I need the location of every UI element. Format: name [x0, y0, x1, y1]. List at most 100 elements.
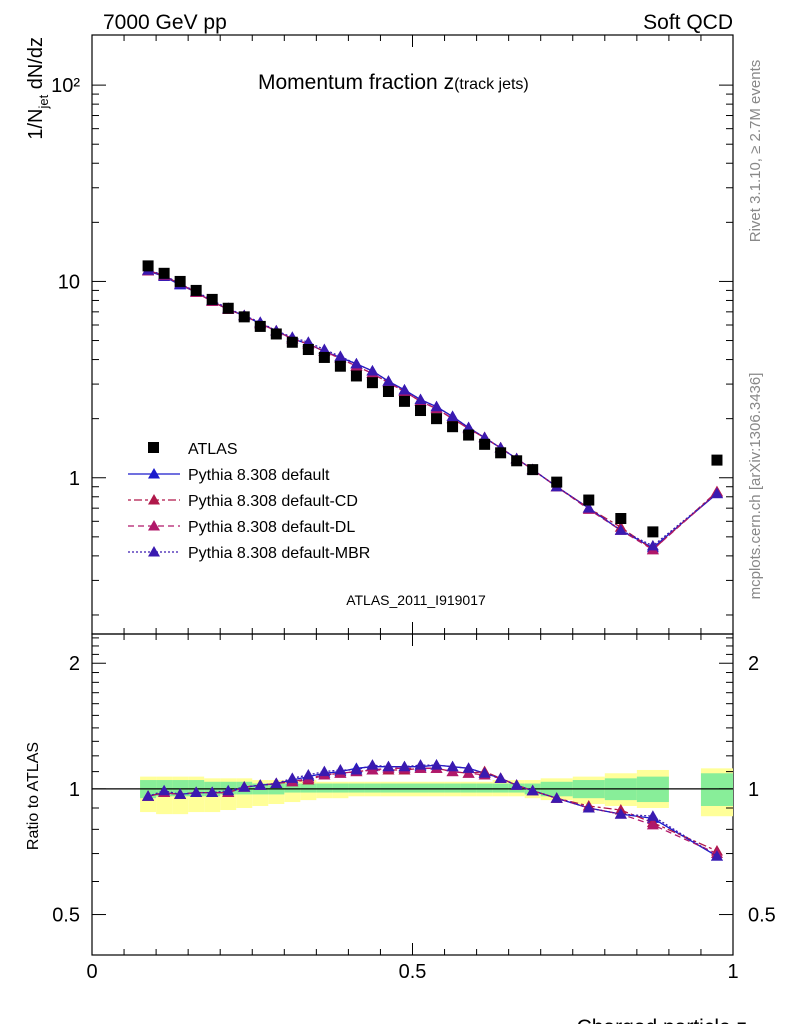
atlas-data-point [647, 526, 659, 538]
atlas-data-point [495, 447, 507, 459]
x-tick-label: 0 [86, 961, 97, 983]
mc-series-4-point [382, 375, 395, 386]
ratio-y-tick-label-right: 2 [748, 653, 759, 675]
ratio-y-tick-label-right: 0.5 [748, 905, 776, 927]
ratio-band-inner [428, 783, 445, 793]
mc-series-4-point [582, 502, 595, 513]
ratio-series-4-point [582, 801, 595, 813]
atlas-data-point [286, 336, 298, 348]
atlas-data-point [527, 464, 539, 476]
atlas-data-point [350, 370, 362, 382]
x-tick-label: 0.5 [399, 961, 427, 983]
header-right: Soft QCD [643, 11, 733, 34]
ratio-band-inner [364, 783, 381, 793]
axis-ticks: 0 0.5 1 10² 10 1 2 2 1 1 0.5 0.5 [51, 35, 776, 983]
atlas-data-point [190, 284, 202, 296]
x-tick-label: 1 [727, 961, 738, 983]
main-y-tick-label: 10 [58, 271, 80, 293]
ratio-band-inner [460, 783, 477, 793]
data-series [142, 260, 723, 861]
ratio-band-inner [380, 783, 397, 793]
ratio-band-inner [300, 783, 317, 793]
ratio-series-4-point [398, 760, 411, 772]
atlas-data-point [302, 344, 314, 356]
atlas-data-point [551, 476, 563, 488]
atlas-data-point [382, 386, 394, 398]
mc-series-4-point [446, 410, 459, 422]
header-left: 7000 GeV pp [103, 11, 227, 34]
atlas-data-point [254, 320, 266, 332]
ratio-series-4-point [366, 759, 379, 770]
atlas-data-point [238, 311, 250, 323]
ratio-y-tick-label: 0.5 [52, 905, 80, 927]
ratio-series-4-point [478, 767, 491, 778]
atlas-data-point [583, 494, 595, 506]
legend-marker-4 [148, 546, 160, 557]
mc-series-4-point [462, 421, 475, 433]
ratio-series-4-point [646, 810, 659, 821]
ratio-y-tick-label-right: 1 [748, 779, 759, 801]
rivet-version-label: Rivet 3.1.10, ≥ 2.7M events [747, 60, 764, 243]
legend-label-2: Pythia 8.308 default-CD [188, 493, 358, 510]
ratio-series-4-point [550, 792, 563, 803]
mc-series-4-point [318, 343, 331, 355]
legend-marker-3 [148, 520, 160, 531]
ratio-series-4-point [238, 781, 251, 792]
ratio-series-4-point [158, 784, 171, 796]
ratio-series-4-point [510, 779, 523, 790]
ratio-series-4-point [526, 784, 539, 796]
ratio-series-4-point [286, 772, 299, 783]
ratio-band-inner [476, 783, 493, 793]
ratio-band-inner [492, 783, 509, 793]
ratio-series-4-point [222, 784, 235, 796]
atlas-data-point [711, 454, 723, 466]
ratio-series-4-point [334, 763, 347, 775]
ratio-band-inner [348, 783, 365, 793]
mc-series-4-point [646, 539, 659, 551]
legend: ATLAS Pythia 8.308 default Pythia 8.308 de… [128, 441, 370, 562]
ratio-series-4-point [462, 762, 475, 773]
ratio-band-inner [316, 783, 333, 793]
legend-label-0: ATLAS [188, 441, 238, 458]
ratio-y-axis-label: Ratio to ATLAS [25, 742, 42, 850]
ratio-series-4-point [446, 760, 459, 772]
mc-series-4-point [614, 524, 627, 535]
chart-title: Momentum fraction z(track jets) [258, 71, 529, 94]
ratio-uncertainty-bands [92, 768, 733, 817]
atlas-data-point [206, 293, 218, 305]
ratio-series-4-point [710, 850, 723, 861]
ratio-band-inner [332, 783, 349, 793]
ratio-series-4-point [494, 772, 507, 783]
mc-series-4-point [334, 350, 347, 361]
atlas-data-point [463, 429, 475, 441]
mc-series-4-point [414, 393, 427, 405]
legend-label-4: Pythia 8.308 default-MBR [188, 545, 370, 562]
legend-marker-atlas [148, 442, 159, 453]
atlas-data-point [318, 351, 330, 363]
ratio-series-4-point [174, 788, 187, 799]
ratio-series-4-point [414, 759, 427, 770]
atlas-data-point [415, 405, 427, 417]
atlas-data-point [479, 438, 491, 450]
atlas-data-point [334, 360, 346, 372]
atlas-data-point [222, 302, 234, 314]
ratio-series-4-point [302, 768, 315, 780]
ratio-band-inner [444, 783, 461, 793]
ratio-series-4-point [142, 790, 155, 801]
atlas-data-point [431, 413, 443, 425]
ratio-band-inner [172, 780, 189, 797]
mcplots-label: mcplots.cern.ch [arXiv:1306.3436] [747, 373, 764, 600]
legend-marker-1 [148, 468, 160, 479]
main-y-tick-label: 10² [51, 75, 80, 97]
ratio-series-4-point [318, 765, 331, 777]
ratio-series-4-point [254, 779, 267, 790]
atlas-data-point [366, 377, 378, 389]
ratio-series-4-point [206, 786, 219, 798]
atlas-data-point [142, 260, 154, 272]
ratio-y-tick-label: 2 [69, 653, 80, 675]
atlas-data-point [615, 513, 627, 525]
ratio-series-4-point [350, 763, 363, 775]
mc-series-4-point [366, 364, 379, 376]
ratio-band-inner [700, 773, 733, 806]
